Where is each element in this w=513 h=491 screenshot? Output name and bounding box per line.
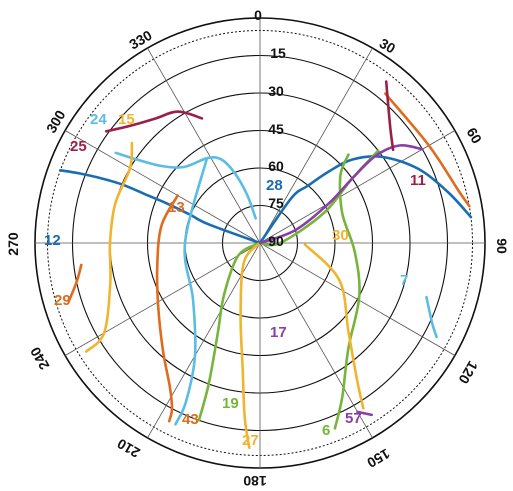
azimuth-label-330: 330 [126, 27, 154, 53]
sat-track-6 [333, 153, 361, 430]
sat-track-30 [303, 243, 365, 410]
azimuth-spoke-150 [259, 242, 373, 439]
sat-label-43: 43 [182, 411, 199, 428]
azimuth-label-180: 180 [243, 473, 267, 489]
sat-label-15: 15 [118, 111, 135, 128]
sat-label-27: 27 [242, 432, 259, 449]
azimuth-spoke-330 [147, 47, 261, 244]
azimuth-label-0: 0 [254, 7, 262, 23]
sat-track-28 [59, 169, 262, 245]
azimuth-label-210: 210 [114, 435, 142, 461]
elevation-label-30: 30 [268, 83, 284, 99]
sat-label-12: 12 [44, 232, 61, 249]
sat-track-28-b [258, 155, 473, 245]
satellite-tracks [59, 80, 473, 449]
sat-track-25 [105, 110, 204, 133]
azimuth-spoke-240 [64, 242, 261, 356]
sat-label-24: 24 [90, 111, 107, 128]
elevation-label-75: 75 [268, 195, 284, 211]
sat-label-57: 57 [345, 410, 362, 427]
azimuth-label-90: 90 [494, 238, 510, 254]
elevation-label-60: 60 [268, 158, 284, 174]
azimuth-label-60: 60 [464, 125, 486, 147]
sat-label-25: 25 [70, 138, 87, 155]
azimuth-spoke-300 [64, 130, 261, 244]
elevation-label-45: 45 [268, 121, 284, 137]
azimuth-label-150: 150 [364, 446, 392, 472]
azimuth-label-240: 240 [27, 344, 53, 372]
azimuth-spoke-30 [259, 47, 373, 244]
sat-track-11b [384, 80, 395, 152]
sat-label-13: 13 [168, 199, 185, 216]
sat-label-17: 17 [270, 324, 287, 341]
sat-label-28: 28 [266, 177, 283, 194]
sat-label-7: 7 [400, 272, 408, 289]
sat-track-15 [84, 141, 134, 353]
azimuth-label-30: 30 [377, 35, 399, 57]
sat-track-27 [239, 241, 262, 449]
sat-track-7 [425, 295, 438, 339]
sat-track-24-b [174, 156, 209, 426]
sat-track-11 [384, 92, 471, 208]
sat-track-13 [155, 194, 179, 423]
sat-label-29: 29 [54, 292, 71, 309]
azimuth-spoke-120 [259, 242, 456, 356]
polar-grid [34, 17, 486, 469]
azimuth-label-120: 120 [455, 358, 481, 386]
sat-label-6: 6 [322, 422, 330, 439]
sat-track-29 [67, 263, 83, 303]
sat-label-19: 19 [222, 395, 239, 412]
sat-label-11: 11 [410, 172, 426, 189]
sat-track-19 [197, 241, 262, 422]
sat-track-17 [258, 144, 424, 245]
azimuth-label-270: 270 [5, 232, 21, 256]
sat-track-24 [114, 151, 257, 220]
sat-track-57 [356, 410, 373, 417]
elevation-label-90: 90 [268, 233, 284, 249]
elevation-label-15: 15 [270, 45, 286, 61]
sat-label-30: 30 [332, 227, 349, 244]
